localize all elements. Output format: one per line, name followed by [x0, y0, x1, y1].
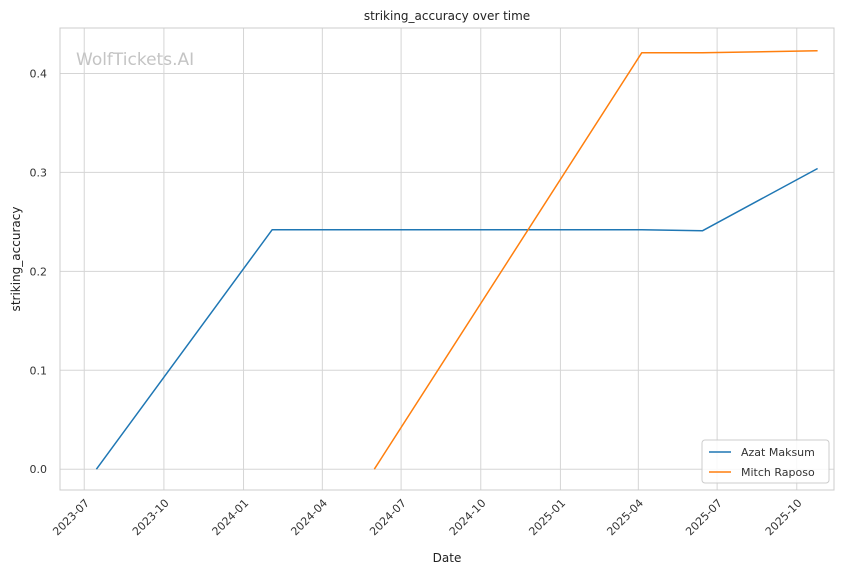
y-tick-label: 0.1: [30, 364, 48, 377]
y-axis-label: striking_accuracy: [9, 207, 23, 312]
y-tick-label: 0.4: [30, 68, 48, 81]
series-line-mitch-raposo: [373, 50, 818, 470]
y-axis-ticks: 0.0 0.1 0.2 0.3 0.4: [30, 68, 48, 477]
y-tick-label: 0.3: [30, 166, 48, 179]
x-axis-label: Date: [433, 551, 462, 565]
legend-label-mitch-raposo: Mitch Raposo: [741, 466, 815, 479]
legend-label-azat-maksum: Azat Maksum: [741, 446, 815, 459]
y-tick-label: 0.2: [30, 265, 48, 278]
plot-area-frame: [59, 27, 835, 491]
chart-title: striking_accuracy over time: [364, 9, 530, 23]
series-line-azat-maksum: [95, 167, 818, 470]
watermark: WolfTickets.AI: [76, 50, 194, 70]
legend: Azat Maksum Mitch Raposo: [701, 439, 830, 484]
y-tick-label: 0.0: [30, 463, 48, 476]
legend-box: [701, 439, 830, 484]
series-group: [95, 50, 818, 470]
